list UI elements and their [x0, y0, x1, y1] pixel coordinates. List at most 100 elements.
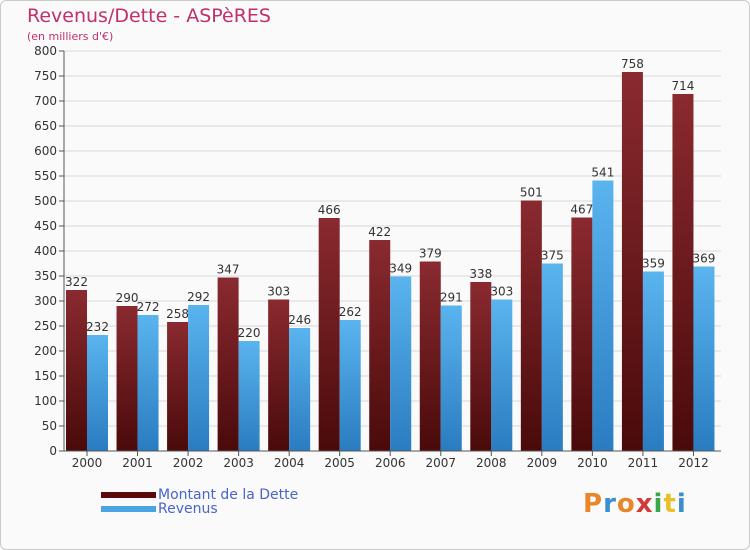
- x-tick-label: 2006: [375, 456, 406, 470]
- debt-bar: [470, 282, 492, 451]
- chart-subtitle: (en milliers d'€): [27, 30, 114, 43]
- revenue-bar-value-label: 220: [238, 326, 261, 340]
- revenue-bar: [390, 276, 412, 451]
- y-tick-label: 700: [34, 94, 57, 108]
- revenue-bar-value-label: 272: [137, 300, 160, 314]
- debt-bar-value-label: 338: [469, 267, 492, 281]
- y-tick-label: 400: [34, 244, 57, 258]
- revenue-bar-value-label: 232: [86, 320, 109, 334]
- logo-letter: i: [653, 489, 664, 519]
- debt-bar: [167, 322, 189, 451]
- revenue-bar-value-label: 303: [490, 285, 513, 299]
- chart-title: Revenus/Dette - ASPèRES: [27, 5, 271, 27]
- y-tick-label: 50: [42, 419, 57, 433]
- y-tick-label: 550: [34, 169, 57, 183]
- revenue-bar: [238, 341, 260, 451]
- revenue-bar: [642, 271, 664, 451]
- x-tick-label: 2009: [527, 456, 558, 470]
- debt-bar: [318, 218, 340, 451]
- debt-bar: [66, 290, 87, 451]
- debt-bar: [571, 217, 593, 451]
- revenue-bar-value-label: 359: [642, 257, 665, 271]
- debt-bar-value-label: 501: [520, 186, 543, 200]
- revenue-bar: [87, 335, 108, 451]
- legend-label-debt: Montant de la Dette: [158, 487, 299, 503]
- y-tick-label: 800: [34, 44, 57, 58]
- debt-bar: [217, 277, 239, 451]
- revenue-bar-value-label: 262: [339, 305, 362, 319]
- x-tick-label: 2005: [324, 456, 355, 470]
- revenue-bar: [137, 315, 159, 451]
- x-tick-label: 2004: [274, 456, 305, 470]
- debt-bar-value-label: 422: [368, 225, 391, 239]
- y-tick-label: 0: [49, 444, 57, 458]
- revenue-bar-value-label: 246: [288, 313, 311, 327]
- x-tick-label: 2011: [628, 456, 659, 470]
- y-tick-label: 100: [34, 394, 57, 408]
- legend-swatch-debt: [101, 492, 156, 498]
- revenue-bar: [188, 305, 210, 451]
- debt-bar-value-label: 347: [217, 263, 240, 277]
- revenue-bar: [339, 320, 361, 451]
- y-tick-label: 750: [34, 69, 57, 83]
- legend-item-debt: Montant de la Dette: [101, 487, 298, 503]
- logo-letter: x: [635, 489, 654, 519]
- proxiti-logo: Proxiti: [583, 489, 687, 519]
- revenue-bar: [693, 266, 715, 451]
- debt-bar-value-label: 258: [166, 307, 189, 321]
- y-tick-label: 650: [34, 119, 57, 133]
- legend-swatch-revenue: [101, 506, 156, 512]
- x-tick-label: 2008: [476, 456, 507, 470]
- debt-bar: [369, 240, 391, 451]
- x-tick-label: 2000: [72, 456, 103, 470]
- legend-label-revenue: Revenus: [158, 501, 218, 517]
- x-tick-label: 2007: [425, 456, 456, 470]
- y-tick-label: 300: [34, 294, 57, 308]
- debt-bar-value-label: 714: [672, 79, 695, 93]
- x-tick-label: 2010: [577, 456, 608, 470]
- legend-item-revenue: Revenus: [101, 501, 218, 517]
- y-tick-label: 150: [34, 369, 57, 383]
- y-tick-label: 450: [34, 219, 57, 233]
- debt-bar-value-label: 467: [570, 203, 593, 217]
- y-tick-label: 500: [34, 194, 57, 208]
- debt-bar-value-label: 379: [419, 247, 442, 261]
- y-tick-label: 350: [34, 269, 57, 283]
- debt-bar: [116, 306, 138, 451]
- debt-bar: [621, 72, 643, 451]
- revenue-bar: [592, 180, 614, 451]
- logo-letter: o: [616, 489, 636, 519]
- revenue-bar-value-label: 369: [693, 252, 716, 266]
- debt-bar-value-label: 290: [116, 291, 139, 305]
- x-tick-label: 2001: [122, 456, 153, 470]
- debt-bar: [419, 261, 441, 451]
- logo-letter: t: [663, 489, 677, 519]
- revenue-bar: [289, 328, 311, 451]
- x-tick-label: 2002: [173, 456, 204, 470]
- revenue-bar-value-label: 292: [187, 290, 210, 304]
- revenue-bar: [440, 305, 462, 451]
- debt-bar-value-label: 466: [318, 203, 341, 217]
- x-tick-label: 2012: [678, 456, 709, 470]
- debt-bar: [520, 200, 542, 451]
- revenue-bar: [541, 263, 563, 451]
- debt-bar-value-label: 322: [65, 275, 88, 289]
- revenue-bar: [491, 299, 513, 451]
- debt-bar-value-label: 758: [621, 57, 644, 71]
- revenue-bar-value-label: 291: [440, 291, 463, 305]
- y-tick-label: 200: [34, 344, 57, 358]
- debt-bar: [672, 94, 694, 451]
- y-tick-label: 600: [34, 144, 57, 158]
- x-tick-label: 2003: [223, 456, 254, 470]
- logo-letter: P: [583, 489, 604, 519]
- logo-letter: r: [603, 489, 617, 519]
- revenue-bar-value-label: 349: [389, 262, 412, 276]
- debt-bar: [268, 299, 290, 451]
- revenue-bar-value-label: 375: [541, 249, 564, 263]
- logo-letter: i: [676, 489, 687, 519]
- revenue-bar-value-label: 541: [591, 166, 614, 180]
- debt-bar-value-label: 303: [267, 285, 290, 299]
- y-tick-label: 250: [34, 319, 57, 333]
